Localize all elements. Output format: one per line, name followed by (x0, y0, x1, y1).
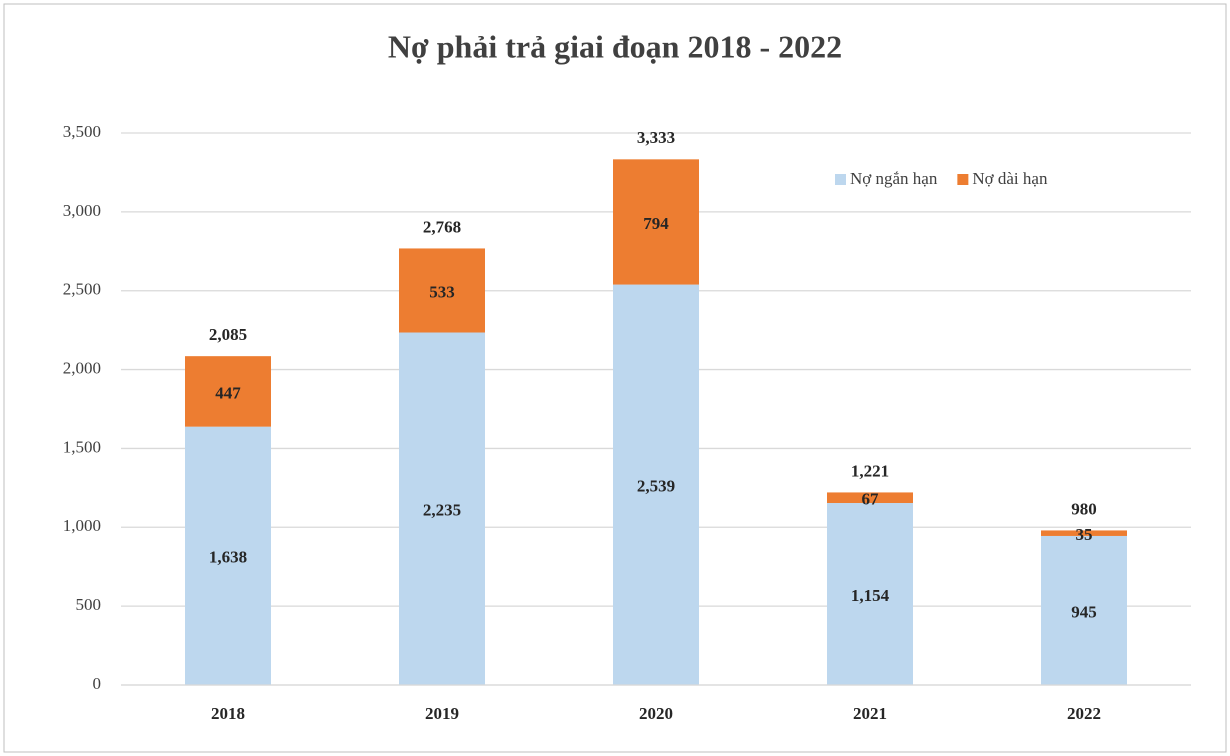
y-tick-label: 2,000 (63, 358, 101, 377)
y-tick-label: 0 (93, 674, 102, 693)
y-tick-label: 3,000 (63, 201, 101, 220)
y-tick-label: 500 (76, 595, 102, 614)
total-label: 980 (1071, 499, 1097, 518)
data-label: 35 (1076, 525, 1093, 544)
data-label: 2,539 (637, 477, 675, 496)
legend-swatch (957, 174, 969, 185)
bar-segment (1041, 530, 1127, 536)
data-label: 1,154 (851, 586, 890, 605)
legend-label: Nợ dài hạn (972, 169, 1048, 188)
bar-segment (399, 248, 485, 333)
y-tick-label: 1,500 (63, 437, 101, 456)
total-label: 1,221 (851, 461, 889, 480)
y-tick-label: 2,500 (63, 280, 101, 299)
chart-title: Nợ phải trả giai đoạn 2018 - 2022 (388, 28, 842, 64)
legend-label: Nợ ngắn hạn (850, 169, 938, 188)
data-label: 794 (643, 214, 669, 233)
legend-swatch (835, 174, 846, 185)
data-label: 945 (1071, 602, 1097, 621)
bar-segment (185, 426, 271, 685)
bar-segment (1041, 535, 1127, 685)
bar-segment (827, 502, 913, 685)
data-label: 2,235 (423, 501, 461, 520)
total-label: 2,768 (423, 217, 461, 236)
total-label: 3,333 (637, 128, 675, 147)
x-tick-label: 2019 (425, 704, 459, 723)
x-tick-label: 2022 (1067, 704, 1101, 723)
data-label: 447 (215, 383, 241, 402)
bar-segment (827, 492, 913, 503)
data-label: 67 (862, 490, 880, 509)
bar-segment (613, 284, 699, 685)
y-tick-label: 3,500 (63, 122, 101, 141)
x-tick-label: 2020 (639, 704, 673, 723)
bar-segment (399, 332, 485, 685)
bar-segment (613, 159, 699, 285)
bar-segment (185, 356, 271, 427)
x-tick-label: 2018 (211, 704, 245, 723)
y-tick-label: 1,000 (63, 516, 101, 535)
x-tick-label: 2021 (853, 704, 887, 723)
data-label: 533 (429, 282, 455, 301)
total-label: 2,085 (209, 325, 247, 344)
data-label: 1,638 (209, 548, 247, 567)
